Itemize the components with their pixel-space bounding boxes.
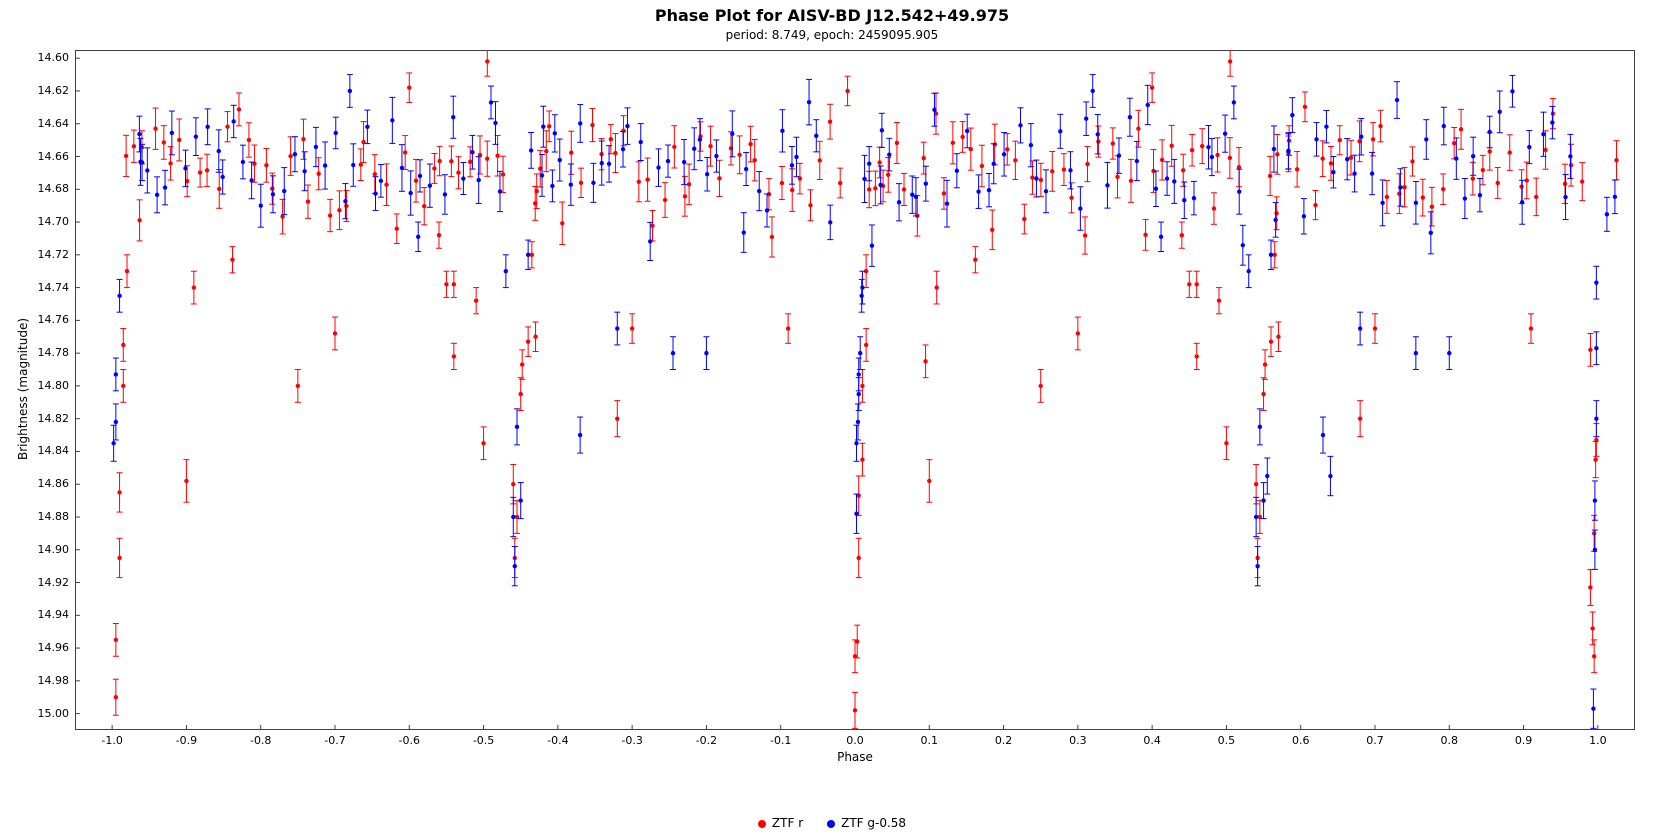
y-tick-label: 14.92: [19, 576, 69, 589]
y-tick-label: 14.90: [19, 543, 69, 556]
y-tick-label: 14.68: [19, 182, 69, 195]
y-tick-label: 14.96: [19, 641, 69, 654]
x-tick-label: 0.8: [1429, 734, 1469, 747]
chart-title: Phase Plot for AISV-BD J12.542+49.975: [0, 6, 1664, 25]
x-tick-label: 0.0: [835, 734, 875, 747]
legend: ZTF r ZTF g-0.58: [0, 816, 1664, 830]
y-tick-label: 14.60: [19, 51, 69, 64]
y-tick-label: 15.00: [19, 707, 69, 720]
y-tick-label: 14.76: [19, 313, 69, 326]
x-tick-label: 0.2: [984, 734, 1024, 747]
y-tick-label: 14.88: [19, 510, 69, 523]
legend-label: ZTF r: [772, 816, 803, 830]
y-tick-label: 14.64: [19, 117, 69, 130]
x-tick-label: -0.3: [612, 734, 652, 747]
legend-item: ZTF g-0.58: [827, 816, 906, 830]
legend-label: ZTF g-0.58: [841, 816, 906, 830]
legend-marker-icon: [758, 820, 766, 828]
x-axis-label: Phase: [75, 750, 1635, 764]
y-tick-label: 14.98: [19, 674, 69, 687]
y-tick-label: 14.78: [19, 346, 69, 359]
y-tick-label: 14.72: [19, 248, 69, 261]
y-tick-label: 14.94: [19, 608, 69, 621]
x-tick-label: 0.7: [1355, 734, 1395, 747]
x-tick-label: -0.5: [464, 734, 504, 747]
x-tick-label: -0.8: [241, 734, 281, 747]
y-tick-label: 14.74: [19, 281, 69, 294]
y-tick-label: 14.70: [19, 215, 69, 228]
x-tick-label: 0.9: [1504, 734, 1544, 747]
y-tick-label: 14.84: [19, 444, 69, 457]
x-tick-label: 0.1: [909, 734, 949, 747]
x-tick-label: -0.6: [389, 734, 429, 747]
x-tick-label: 0.3: [1058, 734, 1098, 747]
y-tick-label: 14.80: [19, 379, 69, 392]
x-tick-label: -0.9: [166, 734, 206, 747]
legend-marker-icon: [827, 820, 835, 828]
x-tick-label: -1.0: [92, 734, 132, 747]
x-tick-label: -0.7: [315, 734, 355, 747]
x-tick-label: -0.4: [538, 734, 578, 747]
phase-plot: [75, 50, 1635, 730]
y-tick-label: 14.62: [19, 84, 69, 97]
x-tick-label: 0.4: [1132, 734, 1172, 747]
y-tick-label: 14.86: [19, 477, 69, 490]
x-tick-label: 1.0: [1578, 734, 1618, 747]
x-tick-label: -0.1: [761, 734, 801, 747]
x-tick-label: -0.2: [686, 734, 726, 747]
y-tick-label: 14.82: [19, 412, 69, 425]
legend-item: ZTF r: [758, 816, 803, 830]
x-tick-label: 0.6: [1281, 734, 1321, 747]
y-tick-label: 14.66: [19, 150, 69, 163]
x-tick-label: 0.5: [1206, 734, 1246, 747]
chart-subtitle: period: 8.749, epoch: 2459095.905: [0, 28, 1664, 42]
